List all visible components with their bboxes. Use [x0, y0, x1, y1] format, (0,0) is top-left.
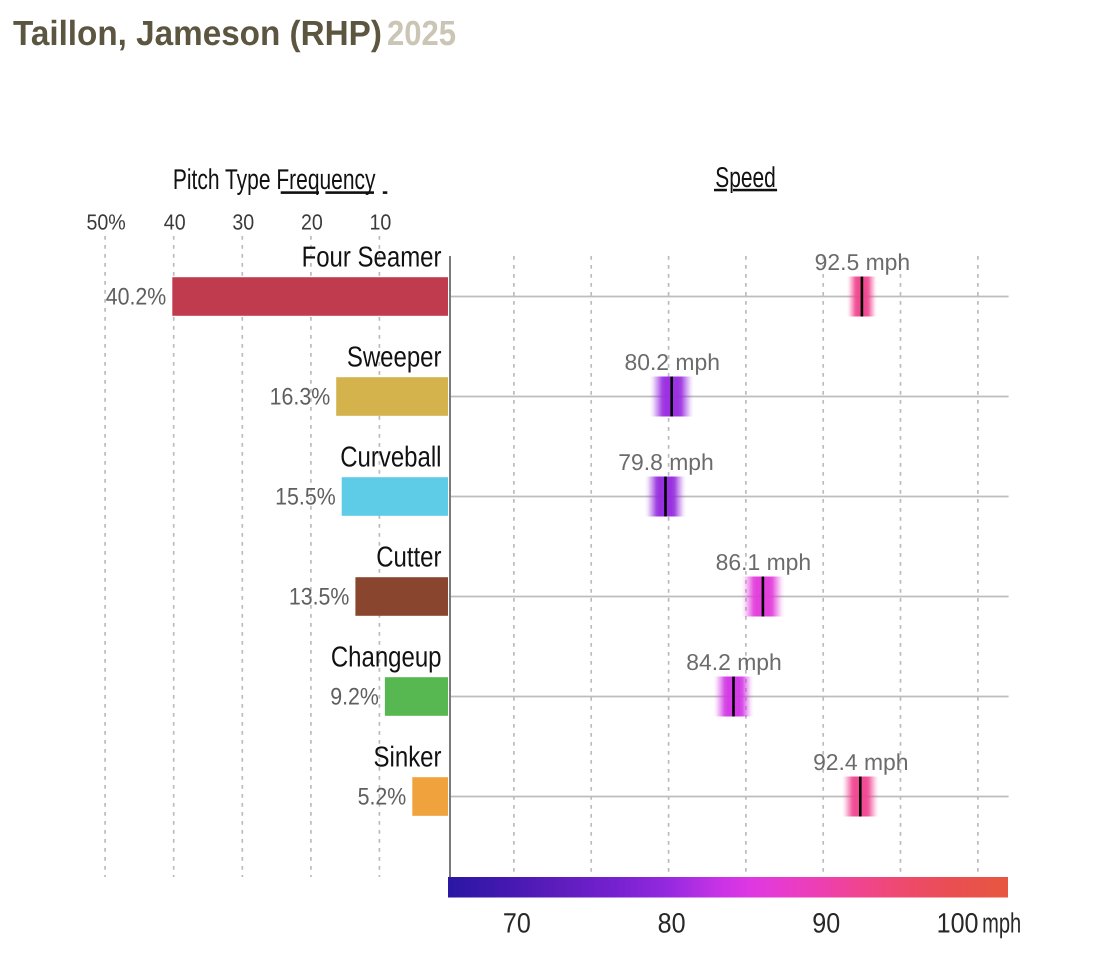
svg-text:79.8 mph: 79.8 mph [618, 449, 713, 475]
svg-text:16.3%: 16.3% [270, 384, 331, 411]
svg-text:mph: mph [982, 908, 1021, 939]
svg-text:Curveball: Curveball [340, 442, 441, 474]
svg-text:80: 80 [658, 908, 686, 939]
svg-text:70: 70 [503, 908, 531, 939]
svg-text:Changeup: Changeup [331, 642, 442, 674]
svg-text:Sinker: Sinker [374, 742, 442, 774]
svg-text:86.1 mph: 86.1 mph [716, 549, 811, 575]
svg-text:Sweeper: Sweeper [347, 342, 442, 374]
svg-text:Pitch Type Frequency: Pitch Type Frequency [173, 164, 376, 196]
svg-text:5.2%: 5.2% [358, 784, 407, 811]
svg-text:Four Seamer: Four Seamer [302, 242, 442, 274]
svg-text:15.5%: 15.5% [275, 484, 336, 511]
svg-text:100: 100 [937, 908, 979, 939]
svg-text:Cutter: Cutter [376, 542, 442, 574]
svg-text:84.2 mph: 84.2 mph [686, 649, 781, 675]
svg-text:92.4 mph: 92.4 mph [813, 749, 908, 775]
svg-text:30: 30 [232, 210, 254, 235]
svg-text:90: 90 [812, 908, 840, 939]
svg-text:Taillon, Jameson (RHP): Taillon, Jameson (RHP) [13, 14, 382, 53]
svg-text:10: 10 [369, 210, 391, 235]
svg-text:13.5%: 13.5% [289, 584, 350, 611]
svg-text:80.2 mph: 80.2 mph [624, 349, 719, 375]
svg-text:40.2%: 40.2% [106, 284, 167, 311]
svg-text:40: 40 [164, 210, 186, 235]
svg-text:20: 20 [301, 210, 323, 235]
svg-text:92.5 mph: 92.5 mph [815, 249, 910, 275]
svg-text:50%: 50% [86, 210, 125, 235]
svg-text:2025: 2025 [387, 14, 456, 53]
svg-text:9.2%: 9.2% [330, 684, 379, 711]
